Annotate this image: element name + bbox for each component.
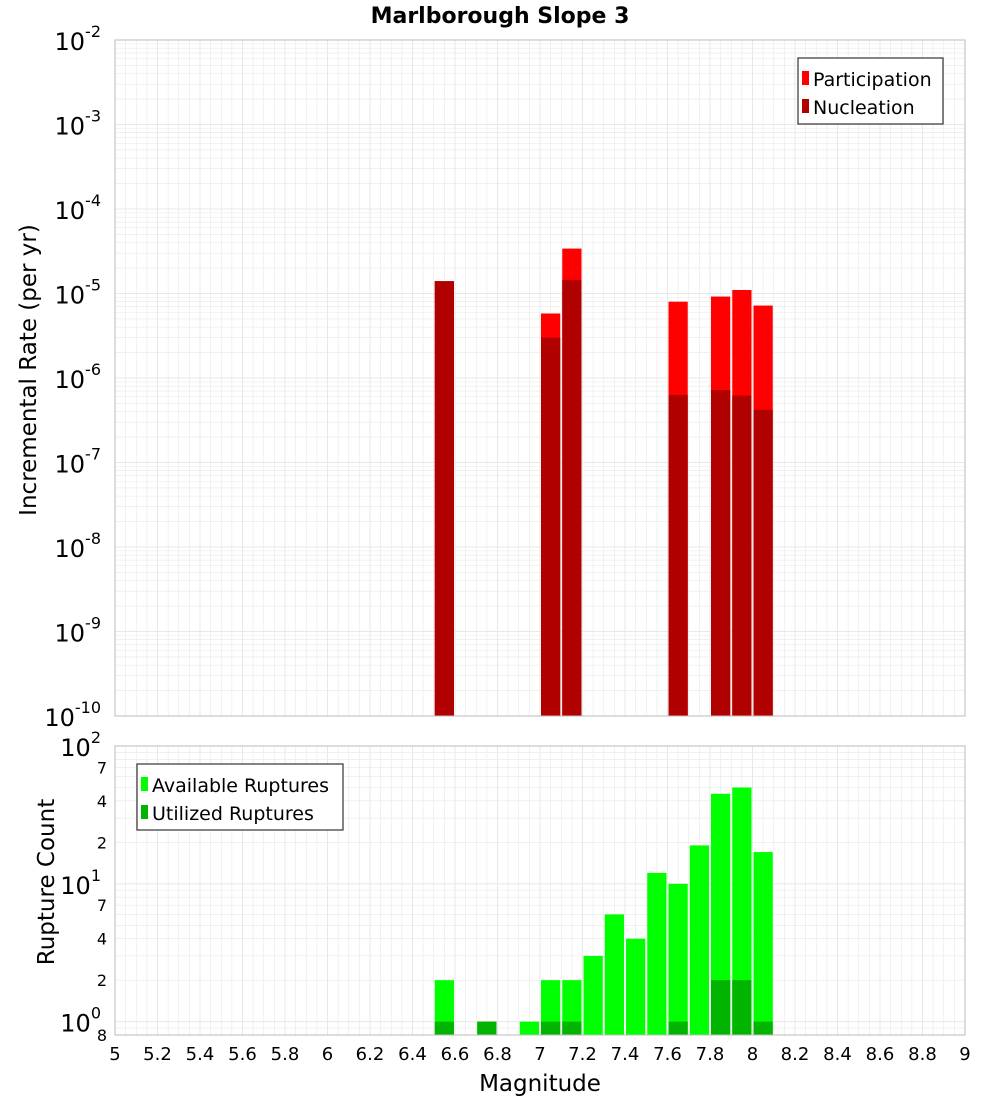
x-tick-label: 7.2	[568, 1044, 597, 1065]
bar-utilized-ruptures	[562, 1021, 582, 1035]
bar-utilized-ruptures	[541, 1021, 561, 1035]
bar-nucleation	[711, 390, 731, 716]
x-tick-label: 5	[109, 1044, 120, 1065]
rate-panel: 10-10 10-9 10-8 10-7 10-6 10-5 10-4 10-3 10-2 Inc…	[16, 22, 966, 732]
bar-utilized-ruptures	[477, 1021, 497, 1035]
bar-available-ruptures	[732, 787, 752, 1035]
bar-available-ruptures	[626, 938, 646, 1035]
bar-nucleation	[732, 395, 752, 716]
legend-box	[136, 763, 344, 831]
legend-label: Utilized Ruptures	[152, 803, 314, 825]
y-minor-tick-label: 4	[97, 792, 107, 811]
x-tick-label: 6.2	[356, 1044, 385, 1065]
x-tick-label: 5.2	[143, 1044, 172, 1065]
bar-available-ruptures	[562, 980, 582, 1035]
legend-swatch	[802, 99, 809, 113]
x-tick-label: 8.6	[866, 1044, 895, 1065]
bar-nucleation	[434, 281, 454, 716]
x-tick-label: 7	[534, 1044, 545, 1065]
y-tick-label: 10-2	[55, 22, 102, 56]
x-tick-label: 6.8	[483, 1044, 512, 1065]
bar-utilized-ruptures	[753, 1021, 773, 1035]
y-minor-tick-label: 7	[97, 758, 107, 777]
bar-available-ruptures	[668, 883, 688, 1035]
y-minor-tick-label: 8	[97, 1026, 107, 1045]
bar-utilized-ruptures	[434, 1021, 454, 1035]
bar-nucleation	[668, 394, 688, 716]
x-tick-label: 7.8	[696, 1044, 725, 1065]
bar-nucleation	[562, 279, 582, 716]
y-minor-tick-label: 7	[97, 896, 107, 915]
x-tick-label: 9	[959, 1044, 970, 1065]
x-tick-label: 8	[747, 1044, 758, 1065]
bar-available-ruptures	[604, 914, 624, 1035]
x-tick-label: 5.6	[228, 1044, 257, 1065]
x-tick-label: 8.8	[908, 1044, 937, 1065]
y-axis-label: Incremental Rate (per yr)	[16, 224, 42, 516]
legend-label: Available Ruptures	[152, 775, 329, 797]
y-minor-tick-label: 4	[97, 930, 107, 949]
legend-swatch	[141, 805, 148, 819]
y-tick-label: 100	[60, 1004, 101, 1038]
bar-available-ruptures	[689, 845, 709, 1035]
legend-swatch	[802, 71, 809, 85]
y-tick-label: 101	[60, 866, 101, 900]
rupture-count-panel: 100 101 102 8 2 4 7 2 4 7 Rupture Count Available R…	[34, 728, 971, 1065]
y-tick-label: 10-5	[55, 276, 102, 310]
x-tick-label: 5.8	[271, 1044, 300, 1065]
bar-available-ruptures	[753, 852, 773, 1035]
bar-available-ruptures	[519, 1021, 539, 1035]
plot-border	[114, 39, 966, 717]
bar-available-ruptures	[583, 955, 603, 1035]
y-tick-label: 10-9	[55, 614, 102, 648]
y-tick-label: 102	[60, 728, 101, 762]
x-tick-label: 6	[322, 1044, 333, 1065]
bar-available-ruptures	[711, 793, 731, 1035]
bar-available-ruptures	[541, 980, 561, 1035]
x-axis-label: Magnitude	[479, 1071, 601, 1097]
x-tick-label: 6.4	[398, 1044, 427, 1065]
x-tick-label: 6.6	[441, 1044, 470, 1065]
x-tick-label: 7.4	[611, 1044, 640, 1065]
legend-label: Participation	[813, 69, 932, 91]
chart-title: Marlborough Slope 3	[371, 4, 630, 29]
y-tick-label: 10-4	[55, 191, 102, 225]
bar-utilized-ruptures	[668, 1021, 688, 1035]
legend: Available Ruptures Utilized Ruptures	[136, 763, 344, 831]
y-tick-label: 10-6	[55, 360, 102, 394]
bar-utilized-ruptures	[732, 980, 752, 1035]
y-tick-label: 10-8	[55, 529, 102, 563]
bar-nucleation	[753, 409, 773, 716]
y-tick-label: 10-10	[44, 698, 101, 732]
y-axis-label: Rupture Count	[34, 799, 60, 965]
bar-utilized-ruptures	[711, 980, 731, 1035]
x-tick-label: 8.4	[823, 1044, 852, 1065]
legend-label: Nucleation	[813, 97, 915, 119]
y-tick-label: 10-3	[55, 107, 102, 141]
bar-available-ruptures	[434, 980, 454, 1035]
bar-available-ruptures	[647, 872, 667, 1035]
y-minor-tick-label: 2	[97, 833, 107, 852]
legend: Participation Nucleation	[797, 57, 944, 125]
bar-nucleation	[541, 337, 561, 716]
x-tick-label: 5.4	[186, 1044, 215, 1065]
y-minor-tick-label: 2	[97, 971, 107, 990]
legend-swatch	[141, 777, 148, 791]
x-tick-label: 7.6	[653, 1044, 682, 1065]
legend-box	[797, 57, 944, 125]
x-tick-label: 8.2	[781, 1044, 810, 1065]
y-tick-label: 10-7	[55, 445, 102, 479]
plot-border	[114, 745, 966, 1036]
